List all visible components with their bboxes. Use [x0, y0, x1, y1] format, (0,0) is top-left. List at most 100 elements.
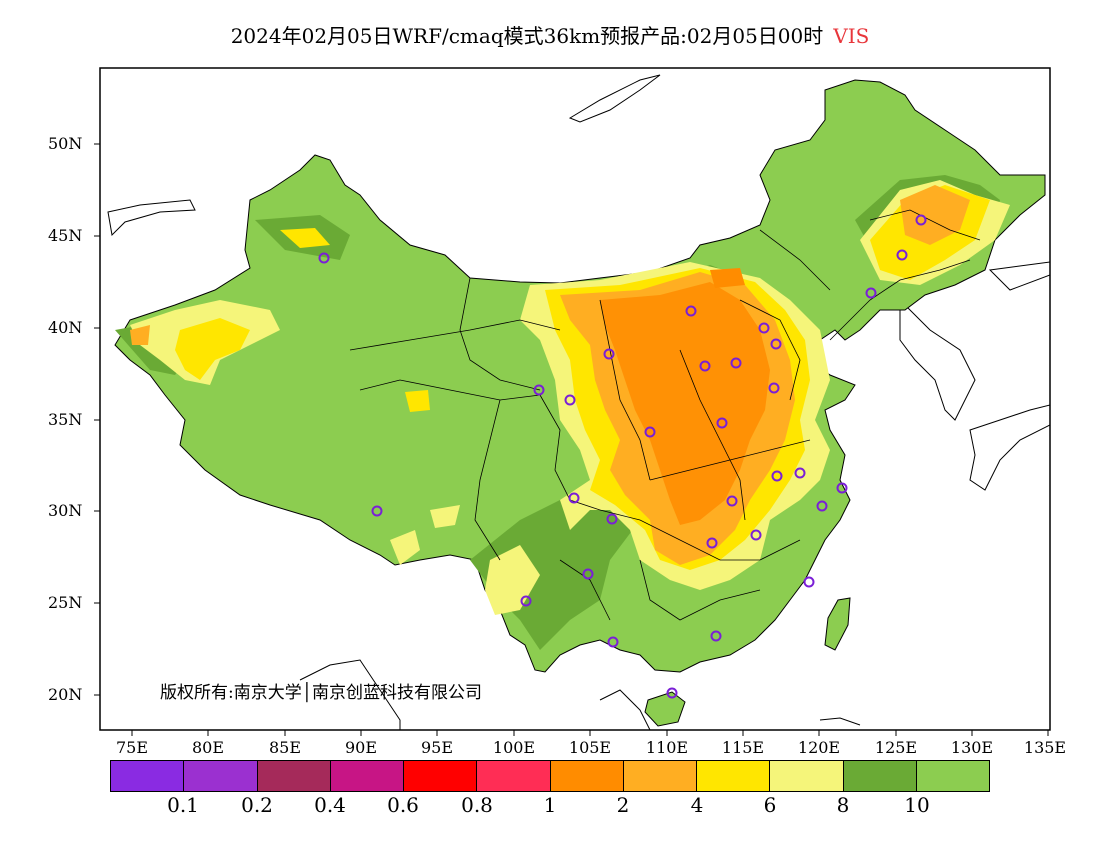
zone-4-6km — [280, 228, 330, 248]
x-tick-label: 85E — [268, 738, 302, 757]
station-marker — [568, 492, 580, 504]
legend-label: 6 — [763, 793, 777, 817]
station-marker — [770, 338, 782, 350]
zone-6-8km — [430, 505, 460, 528]
station-marker — [699, 360, 711, 372]
station-marker — [606, 513, 618, 525]
zone-1-2km — [600, 282, 770, 525]
legend-swatch — [623, 761, 697, 791]
station-marker — [803, 576, 815, 588]
legend-swatch — [697, 761, 771, 791]
station-markers — [318, 214, 927, 699]
station-marker — [771, 470, 783, 482]
station-marker — [520, 595, 532, 607]
legend-colorbar — [110, 760, 990, 792]
x-tick-label: 130E — [950, 738, 994, 757]
legend-label: 1 — [543, 793, 557, 817]
y-tick-label: 50N — [48, 134, 83, 153]
legend-swatch — [111, 761, 185, 791]
legend-label: 0.2 — [241, 793, 273, 817]
station-marker — [607, 636, 619, 648]
x-tick-label: 75E — [115, 738, 149, 757]
station-marker — [726, 495, 738, 507]
coastline-baikal — [568, 74, 661, 123]
station-marker — [750, 529, 762, 541]
y-tick-label: 35N — [48, 410, 83, 429]
legend-label: 8 — [836, 793, 850, 817]
zone-2-4km — [900, 185, 970, 245]
legend-swatch — [770, 761, 844, 791]
zone-4-6km — [175, 318, 250, 380]
legend-label: 0.1 — [167, 793, 199, 817]
y-tick-label: 30N — [48, 501, 83, 520]
station-marker — [915, 214, 927, 226]
station-marker — [896, 249, 908, 261]
y-tick-label: 25N — [48, 593, 83, 612]
map-title: 2024年02月05日WRF/cmaq模式36km预报产品:02月05日00时 V… — [0, 20, 1100, 49]
station-marker — [865, 287, 877, 299]
station-marker — [794, 467, 806, 479]
station-marker — [716, 417, 728, 429]
zone-4-6km — [405, 390, 430, 412]
x-ticks — [131, 730, 1049, 736]
station-marker — [710, 630, 722, 642]
x-tick-label: 120E — [797, 738, 841, 757]
map-frame — [99, 67, 1051, 731]
copyright-text: 版权所有:南京大学│南京创蓝科技有限公司 — [160, 683, 482, 703]
legend-swatch — [330, 761, 404, 791]
station-marker — [318, 252, 330, 264]
station-marker — [533, 384, 545, 396]
station-marker — [603, 348, 615, 360]
y-tick-label: 40N — [48, 318, 83, 337]
legend-swatch — [477, 761, 551, 791]
zone-10km-dark-green — [470, 500, 640, 650]
title-text: 2024年02月05日WRF/cmaq模式36km预报产品:02月05日00时 — [230, 24, 824, 48]
station-marker — [582, 568, 594, 580]
x-tick-label: 125E — [874, 738, 918, 757]
x-tick-label: 105E — [568, 738, 612, 757]
coastline-indochina — [299, 659, 861, 730]
legend-label: 2 — [616, 793, 630, 817]
legend-label: 0.8 — [461, 793, 493, 817]
y-tick-label: 20N — [48, 685, 83, 704]
x-tick-label: 100E — [492, 738, 536, 757]
legend-swatch — [550, 761, 624, 791]
station-marker — [564, 394, 576, 406]
legend-label: 0.4 — [314, 793, 346, 817]
hainan-island — [644, 691, 686, 727]
x-tick-label: 135E — [1023, 738, 1067, 757]
legend-label: 10 — [904, 793, 930, 817]
legend-swatch — [404, 761, 478, 791]
zone-1-2km — [710, 268, 745, 288]
legend-swatch — [916, 761, 989, 791]
station-marker — [371, 505, 383, 517]
legend-label: 0.6 — [387, 793, 419, 817]
legend-swatch — [184, 761, 258, 791]
station-marker — [730, 357, 742, 369]
coastline-sakhalin — [988, 261, 1050, 291]
station-marker — [768, 382, 780, 394]
zone-2-4km — [130, 325, 150, 345]
station-marker — [836, 482, 848, 494]
x-tick-label: 90E — [344, 738, 378, 757]
x-tick-label: 80E — [191, 738, 225, 757]
china-visibility-map — [94, 67, 1051, 736]
station-marker — [685, 305, 697, 317]
x-tick-label: 115E — [721, 738, 765, 757]
station-marker — [706, 537, 718, 549]
coastline-japan — [969, 404, 1050, 491]
province-borders — [349, 209, 981, 621]
x-tick-label: 110E — [645, 738, 689, 757]
station-marker — [758, 322, 770, 334]
y-ticks — [94, 143, 100, 696]
legend-swatch — [843, 761, 917, 791]
station-marker — [666, 687, 678, 699]
station-marker — [816, 500, 828, 512]
station-marker — [644, 426, 656, 438]
x-tick-label: 95E — [420, 738, 454, 757]
zone-6-8km — [390, 530, 420, 565]
taiwan-island — [824, 597, 851, 651]
legend-swatch — [257, 761, 331, 791]
variable-label: VIS — [833, 24, 870, 48]
coastline-korea-japan — [899, 298, 976, 421]
